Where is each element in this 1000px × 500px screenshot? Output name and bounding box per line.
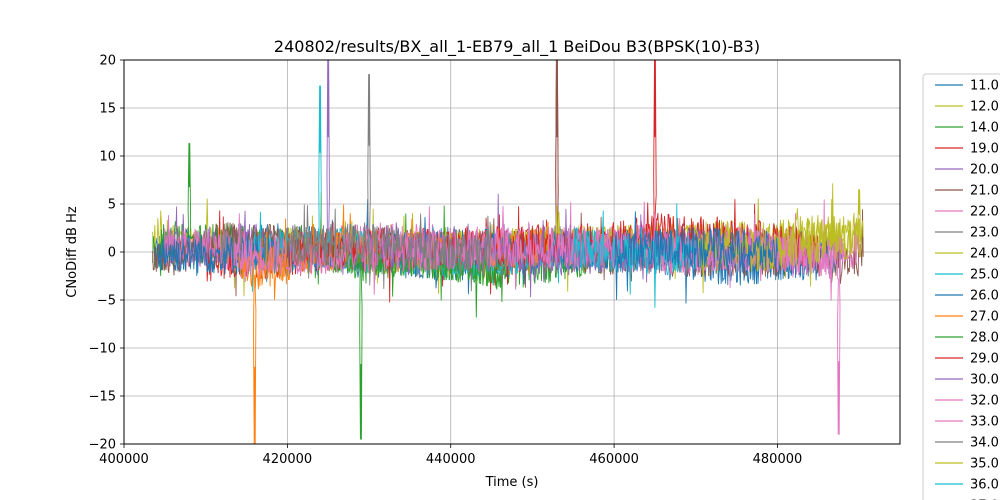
series-line-33-0 — [654, 199, 860, 289]
y-tick-label: 5 — [108, 198, 116, 213]
legend-label: 24.0 — [970, 247, 999, 262]
x-tick-label: 400000 — [99, 452, 149, 467]
y-tick-label: 10 — [99, 150, 116, 165]
legend-box — [922, 73, 1000, 500]
series-line-36-0 — [572, 203, 697, 308]
x-axis-label: Time (s) — [485, 475, 539, 490]
x-tick-label: 460000 — [589, 452, 639, 467]
x-tick-label: 480000 — [753, 452, 803, 467]
plot-area — [152, 60, 864, 444]
legend-label: 27.0 — [970, 310, 999, 325]
legend-label: 33.0 — [970, 415, 999, 430]
legend-label: 32.0 — [970, 394, 999, 409]
chart-title: 240802/results/BX_all_1-EB79_all_1 BeiDo… — [274, 37, 760, 57]
series-line-34-0 — [286, 204, 493, 286]
legend-label: 34.0 — [970, 436, 999, 451]
y-axis-ticks: −20 −15 −10 −5 0 5 10 15 20 — [89, 54, 124, 453]
legend-label: 12.0 — [970, 100, 999, 115]
legend-label: 36.0 — [970, 478, 999, 493]
legend-label: 19.0 — [970, 142, 999, 157]
y-tick-label: −15 — [89, 390, 116, 405]
legend-label: 25.0 — [970, 268, 999, 283]
x-tick-label: 420000 — [263, 452, 313, 467]
y-tick-label: 0 — [108, 246, 116, 261]
legend-label: 14.0 — [970, 121, 999, 136]
legend-label: 30.0 — [970, 373, 999, 388]
y-tick-label: −5 — [97, 294, 116, 309]
legend-label: 35.0 — [970, 457, 999, 472]
legend-label: 23.0 — [970, 226, 999, 241]
y-tick-label: −10 — [89, 342, 116, 357]
legend-label: 37.0 — [970, 499, 999, 500]
series-line-37-0 — [613, 211, 778, 292]
x-axis-ticks: 400000 420000 440000 460000 480000 — [99, 444, 802, 467]
legend-label: 22.0 — [970, 205, 999, 220]
legend-label: 11.0 — [970, 79, 999, 94]
legend-label: 20.0 — [970, 163, 999, 178]
legend-label: 29.0 — [970, 352, 999, 367]
y-tick-label: 15 — [99, 102, 116, 117]
legend: 11.0 12.0 14.0 19.0 20.0 21.0 22.0 23.0 24.0 25.0… — [922, 73, 1000, 500]
legend-label: 26.0 — [970, 289, 999, 304]
y-axis-label: CNoDiff dB Hz — [65, 206, 80, 298]
series-layer — [152, 60, 864, 444]
x-tick-label: 440000 — [426, 452, 476, 467]
y-tick-label: −20 — [89, 438, 116, 453]
legend-label: 21.0 — [970, 184, 999, 199]
legend-label: 28.0 — [970, 331, 999, 346]
y-tick-label: 20 — [99, 54, 116, 69]
legend-items: 11.0 12.0 14.0 19.0 20.0 21.0 22.0 23.0 24.0 25.0… — [935, 79, 999, 500]
